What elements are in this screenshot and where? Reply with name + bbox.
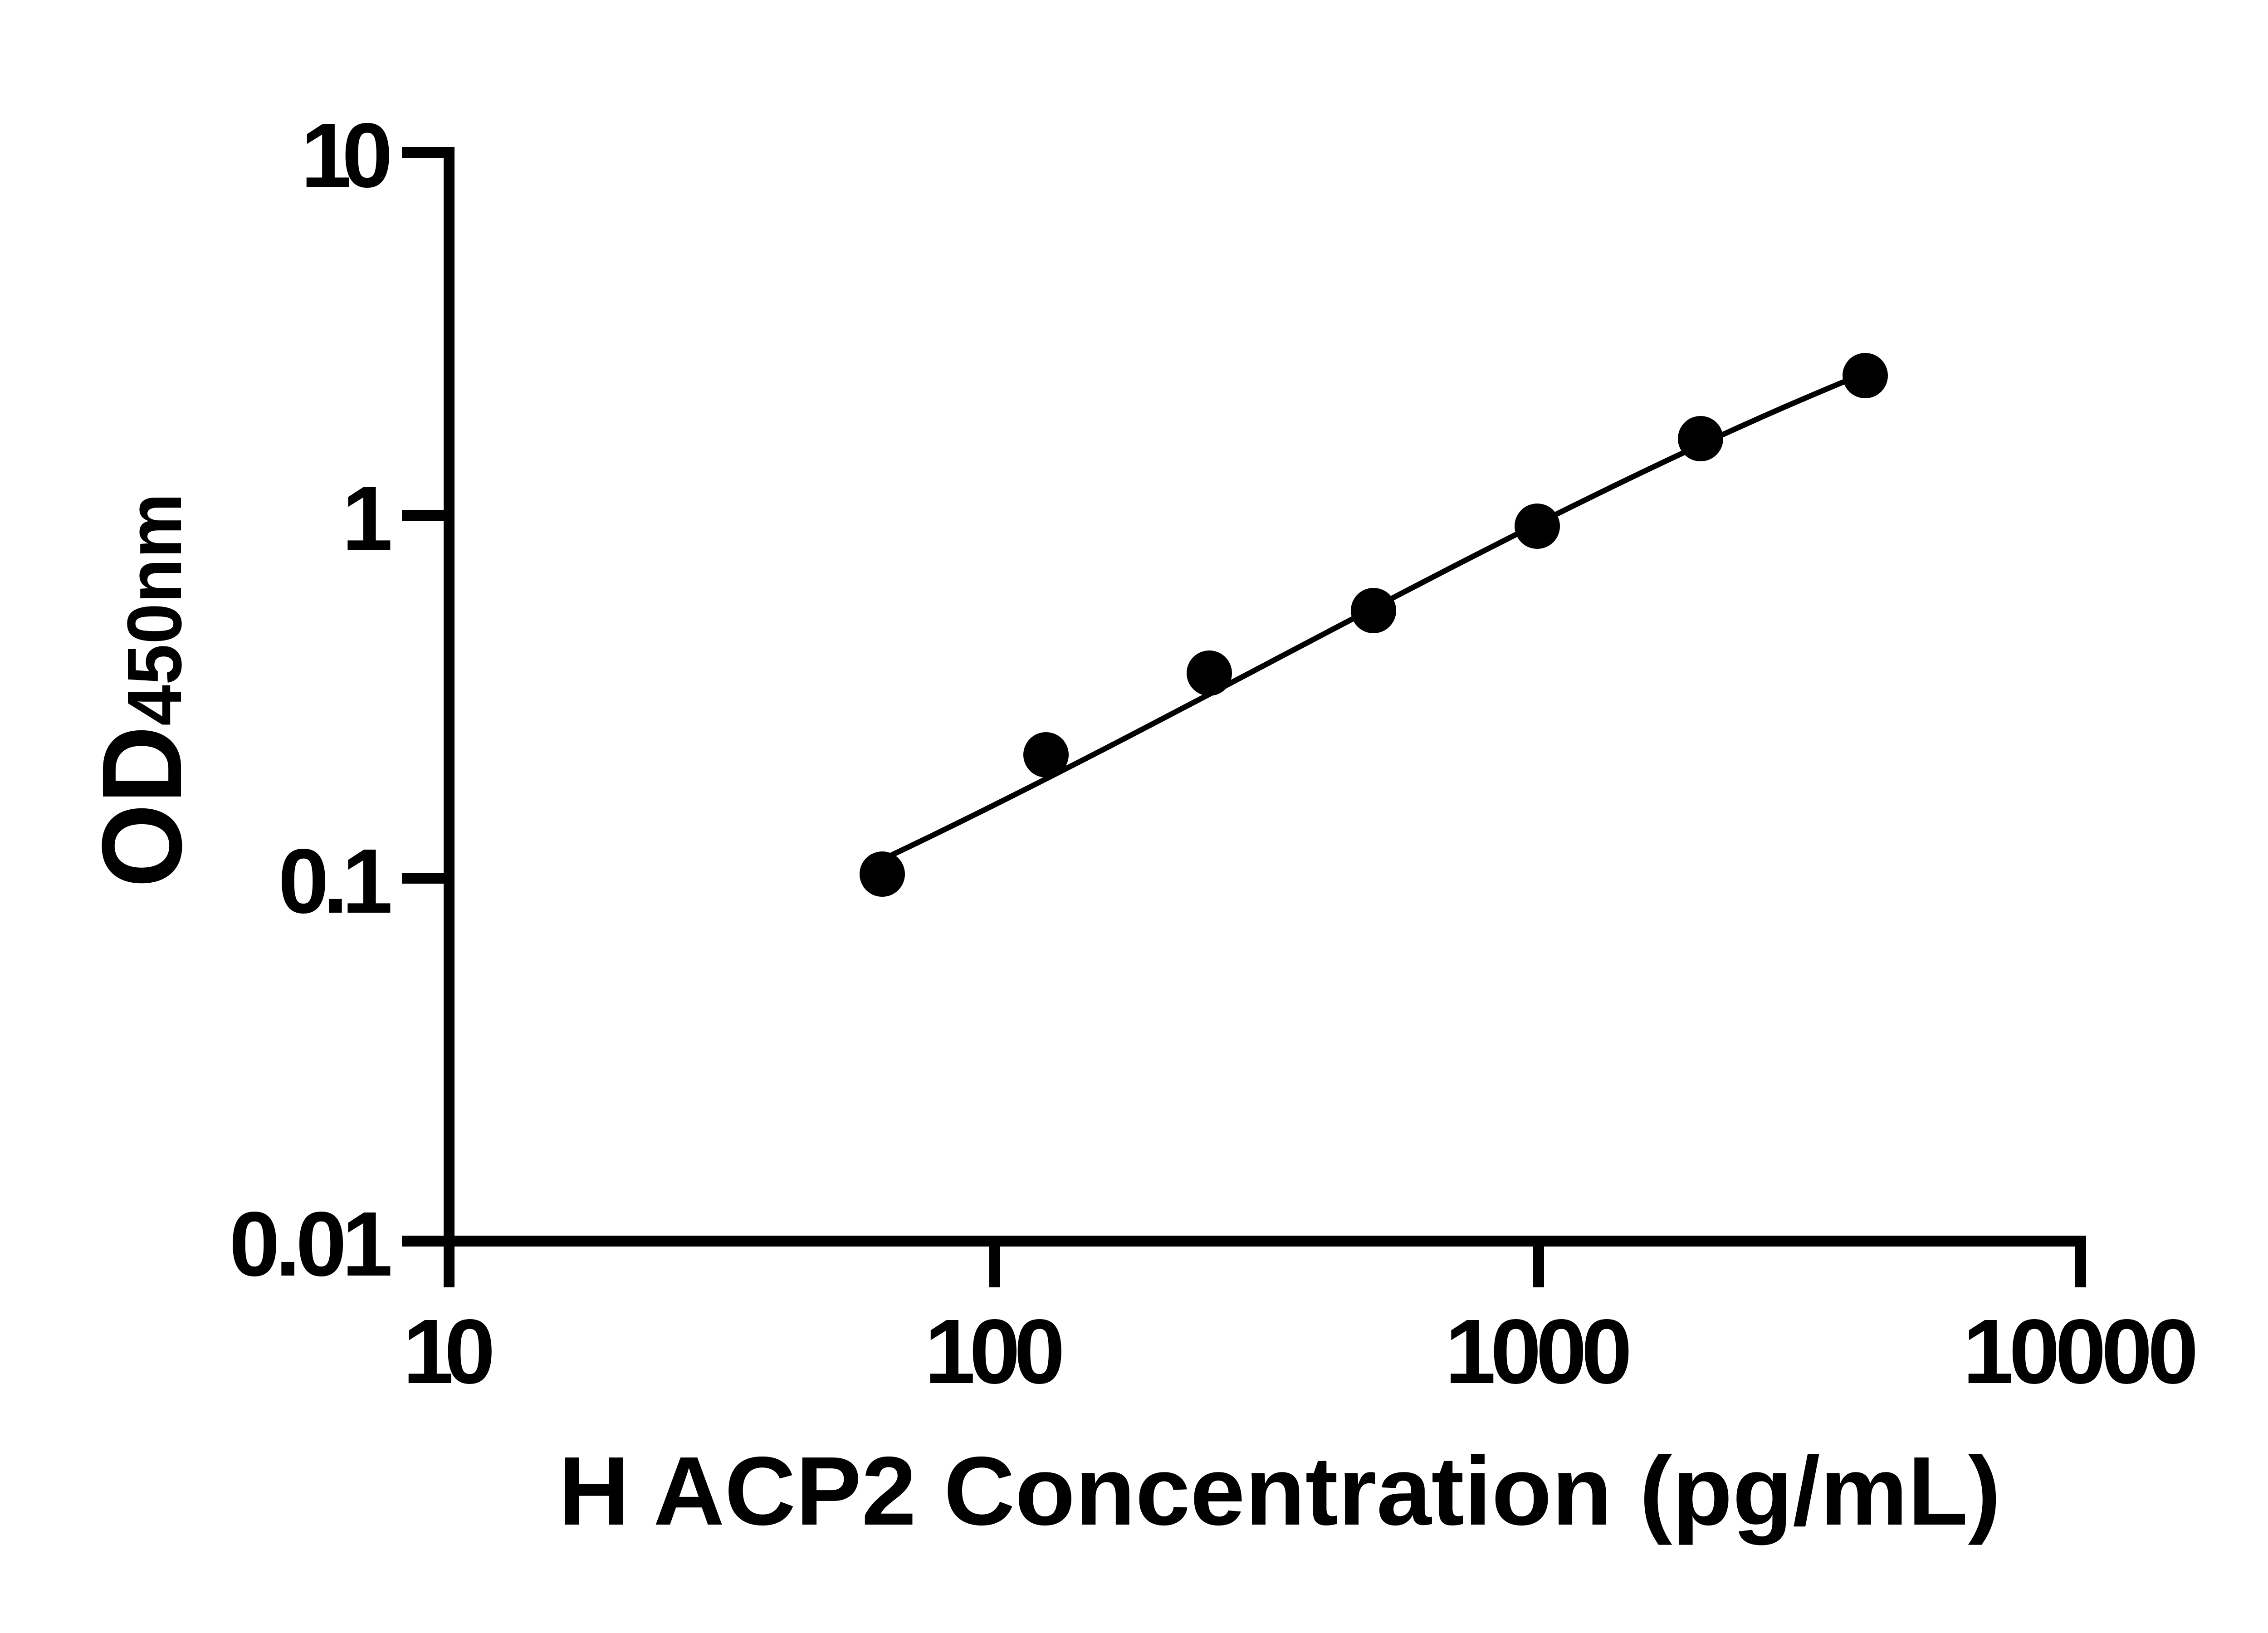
svg-text:1000: 1000 bbox=[1445, 1300, 1633, 1403]
svg-text:10000: 10000 bbox=[1963, 1300, 2199, 1403]
svg-text:0.01: 0.01 bbox=[229, 1193, 393, 1295]
svg-text:0.1: 0.1 bbox=[278, 830, 393, 932]
svg-text:10: 10 bbox=[301, 104, 393, 206]
svg-text:1: 1 bbox=[342, 467, 393, 569]
svg-text:10: 10 bbox=[403, 1300, 495, 1403]
svg-text:H ACP2 Concentration (pg/mL): H ACP2 Concentration (pg/mL) bbox=[558, 1436, 2001, 1545]
svg-text:100: 100 bbox=[924, 1300, 1065, 1403]
